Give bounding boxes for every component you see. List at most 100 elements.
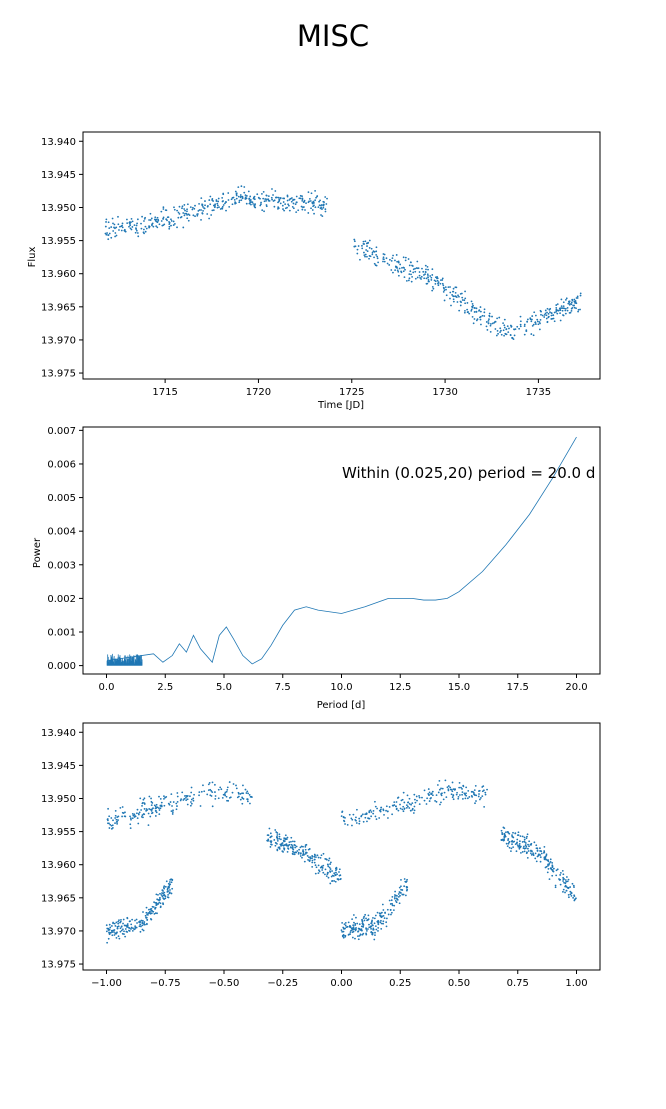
phase-point [542, 851, 545, 854]
phase-point [372, 928, 375, 931]
flux-point [302, 206, 304, 209]
phase-point [342, 936, 345, 939]
phase-point [228, 781, 231, 783]
flux-point [568, 303, 571, 306]
x-tick-label: 0.25 [389, 978, 411, 989]
phase-point [368, 810, 371, 813]
flux-point [221, 205, 224, 208]
phase-point [382, 920, 385, 923]
phase-point [308, 860, 311, 863]
phase-point [382, 922, 385, 925]
phase-point [458, 794, 461, 796]
phase-point [302, 845, 304, 848]
flux-point [480, 323, 482, 326]
flux-point [368, 257, 370, 260]
phase-point [139, 923, 142, 926]
y-tick-label: 13.955 [41, 827, 76, 838]
flux-point [148, 219, 150, 221]
phase-point [354, 937, 356, 940]
phase-point [503, 834, 506, 837]
y-tick-label: 13.960 [41, 269, 76, 280]
flux-point [308, 200, 311, 203]
phase-point [159, 902, 162, 905]
phase-point [149, 815, 152, 818]
phase-point [540, 852, 543, 855]
flux-point [570, 303, 573, 306]
phase-point [142, 801, 144, 804]
phase-point [273, 839, 276, 841]
flux-point [187, 219, 190, 222]
flux-point [353, 245, 356, 248]
phase-point [190, 801, 192, 803]
phase-point [317, 856, 320, 859]
flux-point [552, 314, 555, 317]
phase-point [116, 816, 119, 819]
phase-point [388, 899, 391, 902]
flux-point [192, 206, 194, 209]
flux-point [564, 298, 567, 301]
flux-point [214, 203, 217, 206]
phase-point [342, 816, 345, 818]
phase-point [210, 790, 213, 792]
phase-point [358, 822, 361, 825]
flux-point [105, 221, 107, 223]
phase-point [368, 923, 370, 926]
flux-point [301, 208, 304, 211]
flux-point [416, 260, 419, 263]
phase-point [397, 893, 400, 895]
phase-point [543, 857, 546, 860]
flux-point [142, 228, 145, 231]
phase-point [130, 923, 133, 926]
phase-point [222, 793, 225, 796]
flux-point [499, 327, 502, 330]
flux-point [361, 244, 363, 247]
phase-point [483, 806, 486, 808]
flux-point [534, 323, 537, 325]
phase-point [441, 787, 444, 790]
phase-point [192, 797, 195, 800]
phase-point [176, 792, 179, 794]
phase-point [198, 791, 201, 794]
flux-point [412, 271, 415, 274]
flux-point [278, 198, 281, 201]
phase-point [403, 808, 406, 810]
phase-point [148, 912, 151, 915]
phase-point [138, 925, 141, 928]
phase-point [375, 818, 378, 821]
phase-point [523, 838, 526, 841]
phase-point [158, 898, 161, 901]
flux-point [291, 197, 293, 199]
phase-point [550, 868, 553, 871]
phase-point [133, 813, 136, 816]
phase-point [159, 804, 162, 807]
flux-point [479, 318, 482, 321]
flux-point [314, 189, 317, 192]
flux-point [509, 333, 512, 336]
phase-point [129, 815, 131, 818]
phase-point [245, 792, 248, 794]
phase-point [107, 807, 109, 810]
flux-point [420, 275, 423, 278]
phase-point [128, 930, 131, 932]
periodogram-ylabel: Power [32, 537, 43, 568]
flux-point [574, 300, 577, 302]
flux-point [113, 223, 116, 226]
phase-point [129, 827, 132, 830]
phase-point [540, 850, 543, 853]
flux-point [402, 270, 405, 273]
phase-point [124, 935, 127, 938]
phase-point [299, 852, 302, 855]
flux-point [485, 325, 488, 328]
flux-point [507, 331, 510, 334]
flux-point [241, 197, 244, 199]
flux-point [143, 220, 145, 222]
phase-point [304, 845, 307, 848]
flux-point [227, 192, 230, 194]
phase-point [551, 874, 554, 877]
phase-point [142, 929, 145, 932]
flux-point [396, 269, 399, 272]
phase-point [274, 829, 277, 831]
phase-point [150, 810, 153, 812]
phase-point [106, 818, 109, 821]
flux-point [497, 332, 499, 335]
